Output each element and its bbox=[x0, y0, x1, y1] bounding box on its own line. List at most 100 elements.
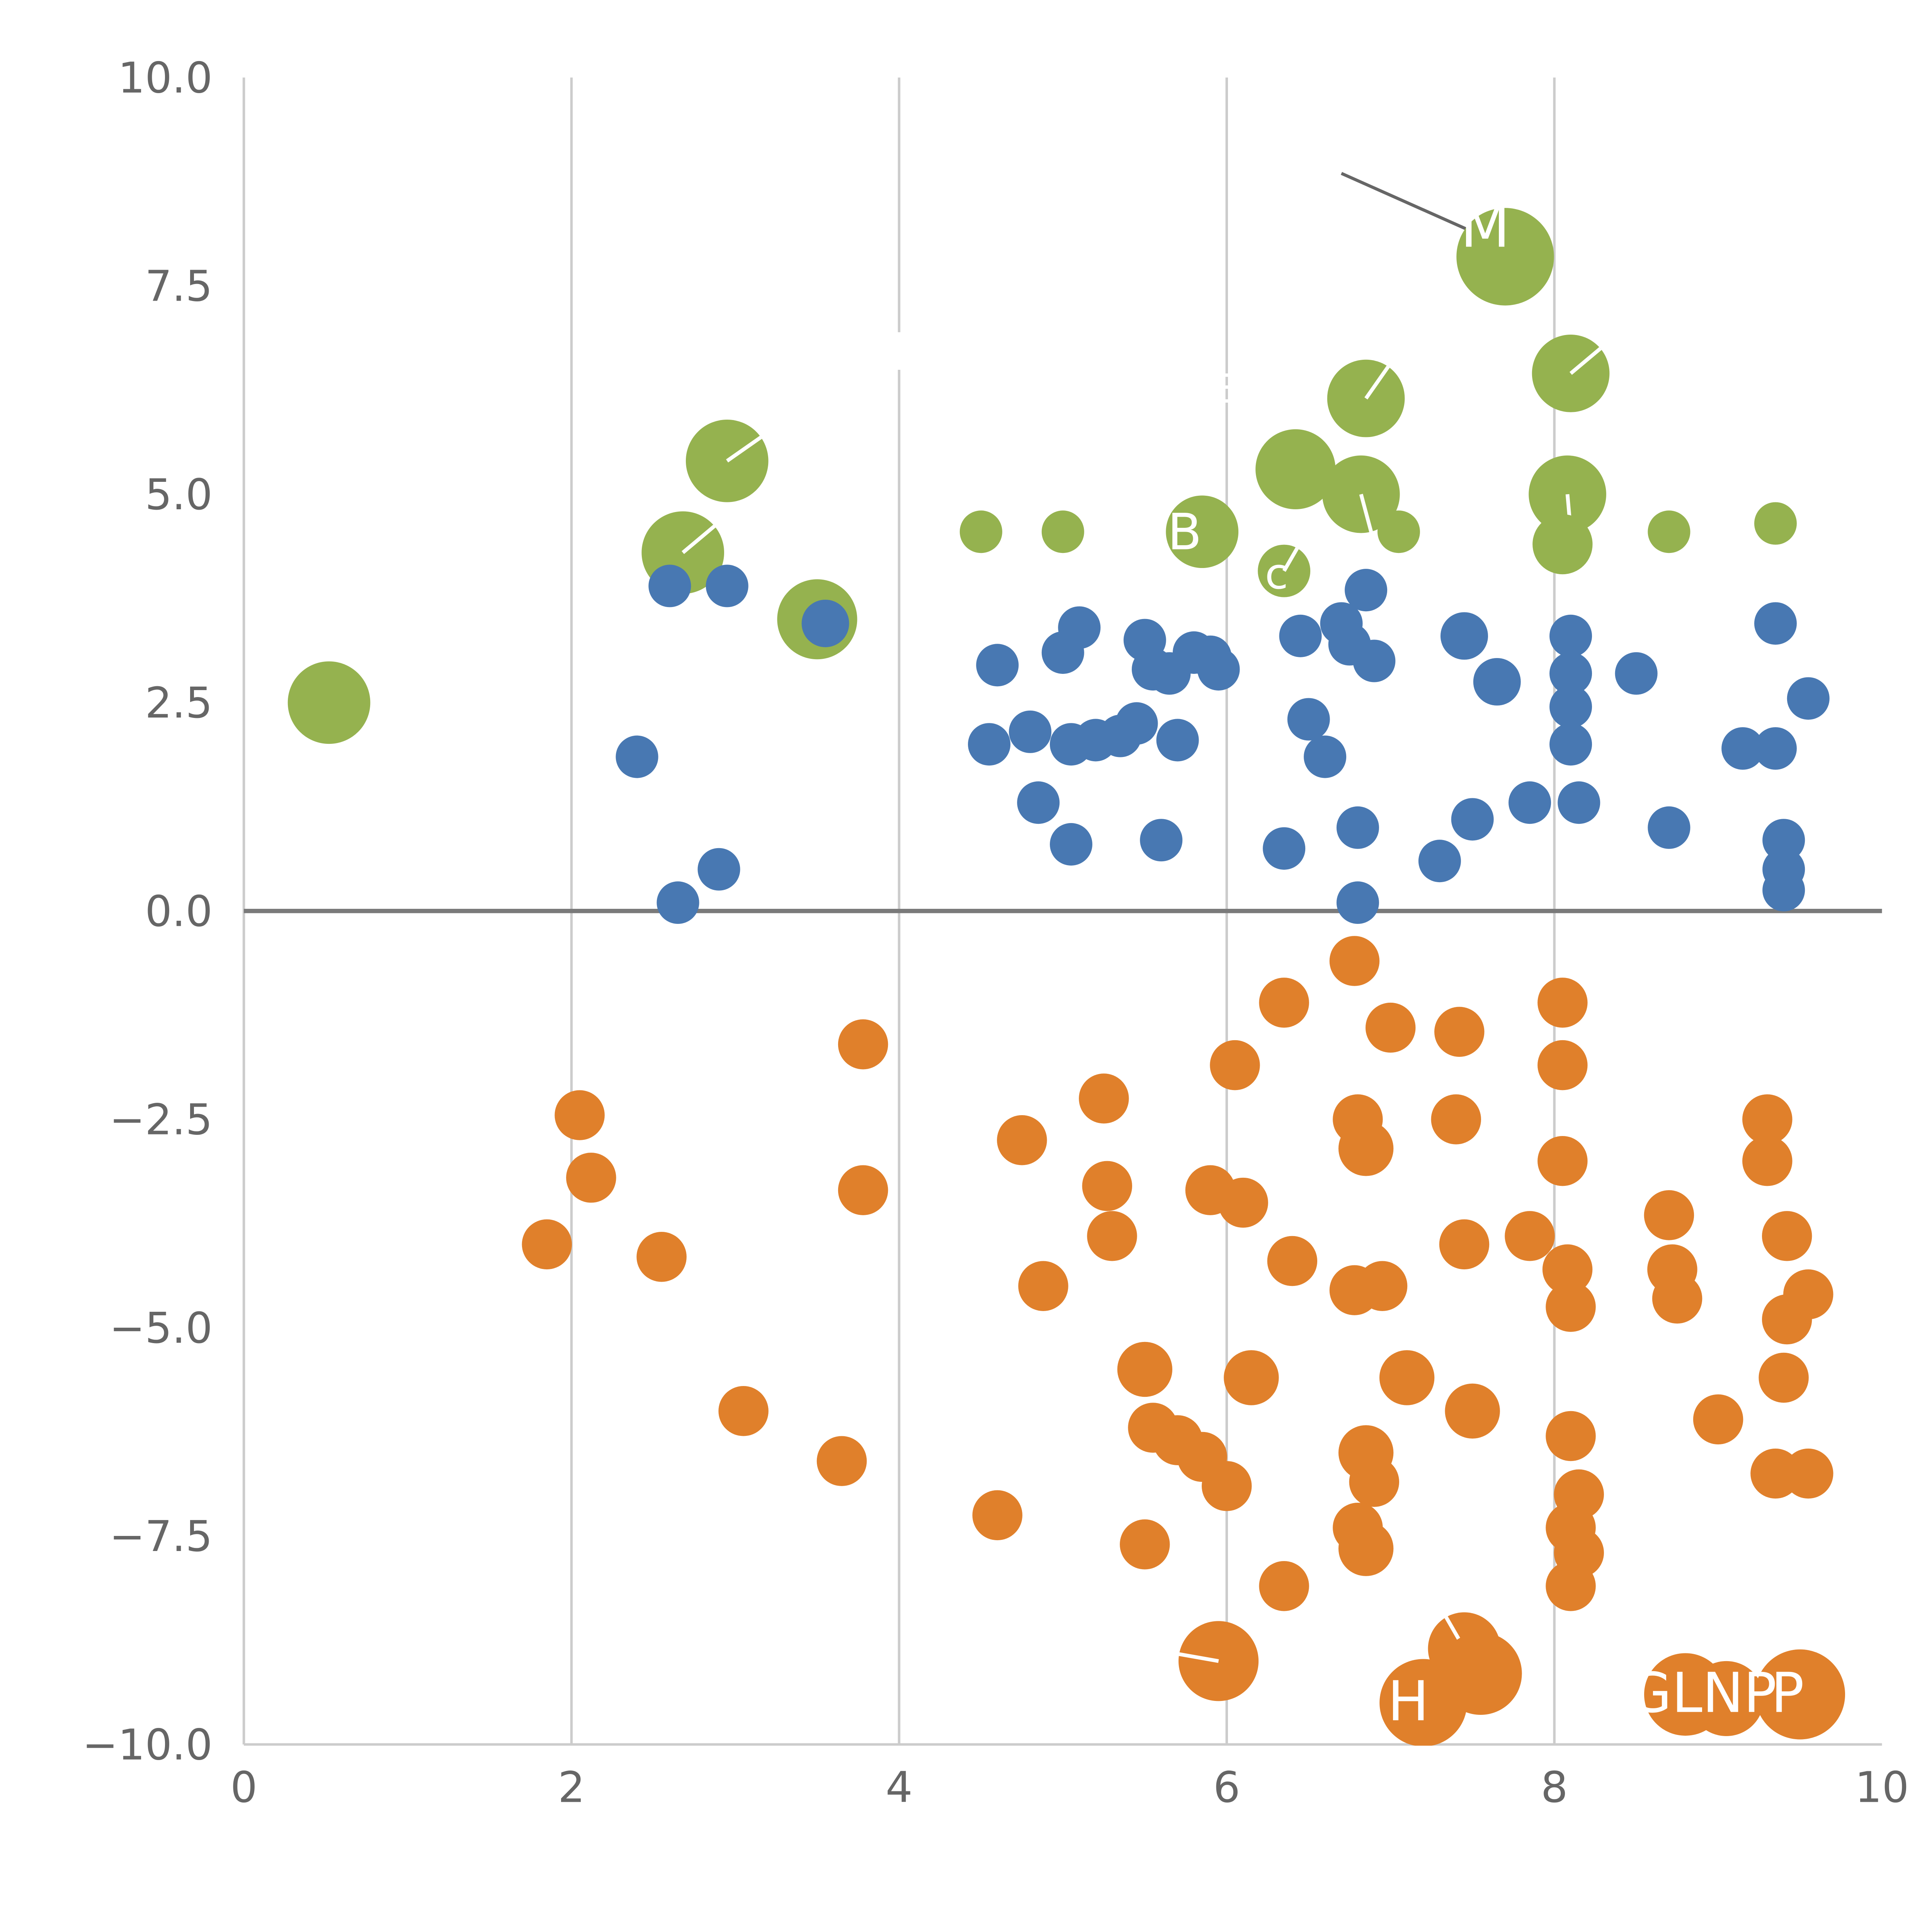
y-tick-label: 10.0 bbox=[118, 53, 213, 102]
orange-data-point bbox=[1338, 1121, 1394, 1176]
y-tick-label: −10.0 bbox=[82, 1720, 213, 1769]
orange-data-point bbox=[1537, 978, 1588, 1028]
orange-data-point bbox=[1652, 1273, 1702, 1324]
blue-data-point bbox=[1058, 606, 1101, 649]
green-data-point bbox=[1456, 208, 1554, 306]
blue-data-point bbox=[706, 565, 748, 607]
blue-data-point bbox=[1345, 569, 1388, 612]
point-label: GLNP bbox=[1629, 1661, 1777, 1725]
green-data-point bbox=[1754, 502, 1797, 545]
blue-data-point bbox=[1473, 658, 1521, 706]
blue-data-point bbox=[1549, 723, 1592, 766]
orange-data-point bbox=[1365, 1002, 1416, 1053]
bubble-slash-mark bbox=[1179, 1652, 1219, 1663]
blue-data-point bbox=[1115, 702, 1158, 745]
bubble-slash-mark bbox=[1282, 547, 1299, 572]
orange-data-point bbox=[1179, 1621, 1259, 1701]
blue-data-point bbox=[1418, 840, 1461, 883]
blue-data-point bbox=[616, 735, 658, 778]
blue-data-point bbox=[1336, 806, 1379, 849]
orange-data-point bbox=[1742, 1136, 1793, 1186]
blue-data-point bbox=[1009, 710, 1052, 753]
blue-data-point bbox=[1549, 685, 1592, 728]
x-tick-label: 8 bbox=[1541, 1762, 1568, 1812]
orange-data-point bbox=[1542, 1244, 1593, 1294]
blue-data-point bbox=[1762, 869, 1805, 912]
orange-data-point bbox=[1120, 1519, 1170, 1570]
blue-data-point bbox=[1017, 781, 1060, 824]
orange-data-point bbox=[1379, 1350, 1435, 1405]
blue-data-point bbox=[1279, 614, 1322, 657]
blue-data-point bbox=[1509, 781, 1551, 824]
x-tick-label: 10 bbox=[1855, 1762, 1909, 1812]
blue-data-point bbox=[1197, 648, 1240, 691]
blue-data-point bbox=[1156, 719, 1199, 762]
orange-data-point bbox=[1505, 1211, 1555, 1261]
bubble-slash-mark bbox=[1364, 366, 1390, 400]
orange-data-point bbox=[1431, 1094, 1481, 1145]
x-tick-label: 2 bbox=[558, 1762, 585, 1812]
green-data-point bbox=[287, 661, 371, 744]
green-data-point bbox=[1041, 510, 1084, 553]
green-data-point bbox=[1532, 514, 1593, 575]
bubble-slash-mark bbox=[682, 524, 716, 554]
orange-data-point bbox=[1079, 1073, 1129, 1124]
orange-data-point bbox=[816, 1436, 867, 1486]
blue-data-point bbox=[968, 723, 1011, 766]
blue-data-point bbox=[1440, 612, 1488, 660]
blue-data-point bbox=[1049, 823, 1093, 866]
annotation-fragment: | bbox=[893, 326, 906, 370]
orange-data-point bbox=[1546, 1282, 1596, 1332]
blue-data-point bbox=[1336, 881, 1379, 924]
orange-data-point bbox=[1357, 1261, 1408, 1311]
blue-data-point bbox=[1762, 819, 1805, 862]
green-data-point bbox=[1166, 495, 1239, 568]
orange-data-point bbox=[1537, 1040, 1588, 1090]
orange-data-point bbox=[1349, 1457, 1400, 1507]
bubble-slash-mark bbox=[726, 435, 762, 463]
x-tick-label: 0 bbox=[230, 1762, 257, 1812]
blue-data-point bbox=[1287, 698, 1330, 741]
bubble-slash-mark bbox=[1359, 493, 1373, 532]
blue-data-point bbox=[1304, 735, 1347, 778]
blue-data-point bbox=[1615, 652, 1658, 695]
blue-data-point bbox=[1721, 727, 1764, 770]
green-data-point bbox=[959, 510, 1002, 553]
orange-data-point bbox=[1755, 1649, 1845, 1740]
blue-data-point bbox=[1787, 677, 1830, 720]
green-data-point bbox=[1648, 510, 1690, 553]
blue-data-point bbox=[648, 565, 691, 607]
point-label: H bbox=[1388, 1669, 1429, 1733]
annotation-leader-line bbox=[1340, 172, 1473, 233]
orange-data-point bbox=[636, 1232, 687, 1282]
y-tick-label: 7.5 bbox=[145, 262, 213, 311]
blue-data-point bbox=[1140, 819, 1183, 862]
orange-data-point bbox=[1689, 1661, 1764, 1736]
orange-data-point bbox=[1762, 1211, 1812, 1261]
blue-data-point bbox=[1451, 798, 1494, 841]
orange-data-point bbox=[1693, 1394, 1743, 1445]
orange-data-point bbox=[838, 1019, 888, 1070]
orange-data-point bbox=[1259, 1561, 1309, 1611]
blue-data-point bbox=[1549, 652, 1592, 695]
orange-data-point bbox=[1338, 1521, 1394, 1576]
x-tick-label: 4 bbox=[886, 1762, 913, 1812]
blue-data-point bbox=[1558, 781, 1600, 824]
point-label: M bbox=[1460, 194, 1510, 261]
bubble-slash-mark bbox=[1569, 347, 1602, 375]
point-label: P bbox=[1771, 1661, 1804, 1725]
orange-data-point bbox=[1087, 1211, 1137, 1261]
orange-data-point bbox=[1742, 1094, 1793, 1145]
orange-data-point bbox=[718, 1386, 769, 1436]
blue-data-point bbox=[1754, 602, 1797, 645]
y-tick-label: 2.5 bbox=[145, 678, 213, 728]
orange-data-point bbox=[1439, 1632, 1522, 1715]
green-data-point bbox=[1532, 335, 1610, 412]
blue-data-point bbox=[697, 848, 740, 891]
orange-data-point bbox=[554, 1090, 605, 1140]
blue-data-point bbox=[656, 881, 699, 924]
y-tick-label: −7.5 bbox=[109, 1512, 213, 1561]
